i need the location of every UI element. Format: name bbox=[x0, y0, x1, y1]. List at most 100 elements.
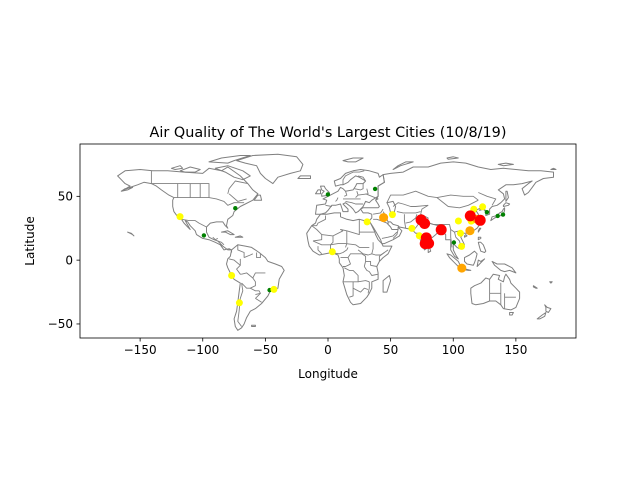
x-tick-label: 0 bbox=[324, 343, 332, 357]
border-turkey-east bbox=[373, 208, 384, 215]
border-venezuela-brazil bbox=[243, 253, 253, 259]
landmass-new-siberian-islands bbox=[497, 162, 514, 167]
landmass-borneo bbox=[464, 250, 478, 266]
border-colombia-venezuela bbox=[237, 244, 245, 258]
landmass-madagascar bbox=[382, 275, 392, 293]
border-mozambique bbox=[367, 281, 370, 294]
city-point-orange bbox=[379, 213, 389, 223]
landmass-wrangel-island bbox=[550, 167, 557, 170]
border-guianas bbox=[256, 252, 261, 259]
landmass-new-guinea bbox=[491, 260, 517, 274]
y-tick-label: 0 bbox=[65, 253, 73, 267]
landmass-alaska-peninsula bbox=[120, 186, 134, 192]
x-tick-label: −150 bbox=[124, 343, 157, 357]
plot-area bbox=[79, 143, 577, 339]
border-france-spain bbox=[325, 204, 332, 207]
landmass-taiwan bbox=[477, 227, 482, 233]
border-france-germany bbox=[335, 197, 339, 202]
border-bolivia bbox=[241, 272, 256, 289]
landmass-hawaii bbox=[127, 231, 135, 237]
border-belarus bbox=[358, 188, 369, 196]
landmass-africa bbox=[306, 212, 393, 306]
city-point-red bbox=[420, 232, 432, 244]
border-east-africa bbox=[365, 260, 377, 267]
city-point-yellow bbox=[270, 285, 278, 293]
landmass-novaya-zemlya bbox=[392, 161, 414, 170]
border-sudan-south bbox=[357, 249, 372, 256]
border-russia-china bbox=[478, 192, 497, 206]
city-point-yellow bbox=[479, 203, 487, 211]
border-angola-zambia bbox=[343, 267, 359, 283]
border-argentina-brazil bbox=[255, 292, 261, 299]
border-peru-brazil bbox=[236, 264, 242, 275]
border-algeria-morocco bbox=[311, 215, 326, 227]
border-scandinavia bbox=[342, 170, 365, 185]
city-point-yellow bbox=[458, 242, 466, 250]
x-axis: −150 −100 −50 0 50 100 150 bbox=[124, 338, 527, 357]
city-point-red bbox=[419, 218, 431, 229]
landmass-cuba bbox=[221, 230, 235, 236]
landmass-north-america bbox=[117, 166, 259, 251]
city-point-green bbox=[500, 212, 506, 217]
landmass-australia bbox=[470, 273, 521, 311]
border-zambia-zim bbox=[358, 280, 370, 283]
landmass-hainan bbox=[464, 234, 468, 238]
border-us-canada bbox=[173, 197, 245, 206]
city-point-yellow bbox=[228, 272, 236, 279]
city-point-green bbox=[372, 186, 378, 192]
landmass-falklands bbox=[251, 324, 256, 327]
border-brazil-internal bbox=[252, 272, 266, 279]
border-burma-thai bbox=[450, 229, 453, 248]
border-south-africa bbox=[352, 287, 369, 293]
x-tick-label: −100 bbox=[186, 343, 219, 357]
x-tick-label: 50 bbox=[383, 343, 398, 357]
x-tick-label: −50 bbox=[253, 343, 278, 357]
border-namibia-botswana bbox=[349, 281, 354, 298]
landmass-sakhalin bbox=[505, 190, 509, 202]
landmass-iceland bbox=[297, 175, 311, 179]
border-finland bbox=[357, 175, 366, 182]
border-mexico-central bbox=[212, 236, 219, 241]
border-uruguay bbox=[255, 298, 262, 303]
border-baltic bbox=[354, 183, 364, 191]
landmass-fiji bbox=[549, 281, 553, 284]
landmass-new-zealand-north bbox=[544, 304, 552, 313]
x-tick-label: 100 bbox=[442, 343, 465, 357]
landmass-severnaya-zemlya bbox=[446, 156, 459, 160]
border-congo-basin bbox=[340, 257, 351, 267]
city-point-yellow bbox=[388, 211, 396, 219]
landmass-svalbard bbox=[342, 157, 364, 163]
city-point-yellow bbox=[328, 248, 336, 256]
landmass-greenland bbox=[236, 153, 304, 185]
landmass-sulawesi bbox=[476, 258, 486, 267]
y-axis: −50 0 50 bbox=[48, 190, 80, 331]
city-point-red bbox=[474, 214, 486, 226]
city-point-green bbox=[325, 192, 331, 197]
border-mali-niger bbox=[330, 235, 334, 246]
landmass-newfoundland bbox=[253, 194, 263, 201]
city-point-yellow bbox=[457, 229, 464, 237]
city-point-green bbox=[495, 213, 500, 219]
border-tanzania-south bbox=[363, 266, 379, 276]
border-oman bbox=[392, 229, 399, 239]
landmass-new-zealand-south bbox=[536, 312, 547, 320]
city-point-green bbox=[201, 233, 207, 238]
border-australia-states-2 bbox=[489, 282, 502, 305]
landmass-banks-island bbox=[170, 165, 184, 170]
city-point-green bbox=[484, 210, 490, 215]
chart-title: Air Quality of The World's Largest Citie… bbox=[150, 125, 507, 141]
city-point-green bbox=[233, 206, 238, 211]
landmass-ellesmere-island bbox=[208, 155, 251, 164]
landmass-luzon-north bbox=[477, 236, 482, 241]
border-ukraine-russia bbox=[365, 193, 379, 201]
border-balkans bbox=[345, 200, 364, 205]
city-point-yellow bbox=[363, 218, 371, 226]
border-paraguay bbox=[250, 287, 261, 296]
border-afghan-pak bbox=[405, 214, 418, 224]
y-tick-label: 50 bbox=[58, 190, 73, 204]
landmass-baffin-island bbox=[214, 165, 251, 181]
city-point-red bbox=[464, 210, 476, 222]
border-mongolia-china bbox=[436, 197, 479, 209]
landmass-victoria-island bbox=[179, 166, 201, 173]
